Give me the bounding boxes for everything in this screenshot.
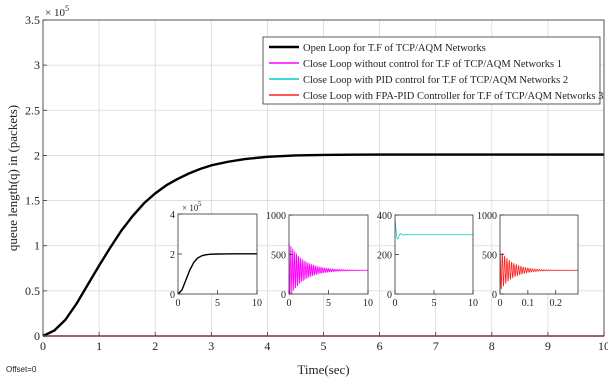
x-tick-label: 0 <box>176 298 181 309</box>
x-tick-label: 5 <box>215 298 220 309</box>
y-tick-label: 3.5 <box>25 13 40 27</box>
legend-box <box>262 36 601 105</box>
plot-area <box>395 215 473 294</box>
y-tick-label: 2.5 <box>25 103 40 117</box>
y-tick-label: 2 <box>170 250 175 261</box>
y-tick-label: 3 <box>34 58 40 72</box>
x-tick-label: 10 <box>468 298 478 309</box>
y-tick-label: 0 <box>170 290 175 301</box>
x-tick-label: 9 <box>545 339 551 353</box>
legend-entry-1: Close Loop without control for T.F of TC… <box>303 59 562 70</box>
x-tick-label: 0 <box>393 298 398 309</box>
y-tick-label: 200 <box>377 251 392 262</box>
x-tick-label: 10 <box>252 298 262 309</box>
plot-area <box>289 215 368 294</box>
legend-entry-2: Close Loop with PID control for T.F of T… <box>303 75 568 86</box>
inset-plot-4: 0 0.1 0.2 0 500 1000 <box>477 211 579 309</box>
x-tick-label: 10 <box>598 339 608 353</box>
x-tick-label: 0 <box>287 298 292 309</box>
y-tick-label: 0 <box>492 290 497 301</box>
x-tick-label: 5 <box>326 298 331 309</box>
x-tick-label: 0 <box>40 339 46 353</box>
y-tick-label: 0 <box>281 290 286 301</box>
inset-plot-3: 0 5 10 0 200 400 <box>377 211 478 309</box>
x-tick-label: 0.2 <box>549 298 562 309</box>
series-line-0 <box>177 253 257 295</box>
series-line-0 <box>42 153 604 338</box>
y-tick-label: 1000 <box>477 211 497 222</box>
x-tick-label: 7 <box>433 339 439 353</box>
y-exponent-label: × 10 <box>182 203 199 213</box>
y-tick-label: 1 <box>34 239 40 253</box>
y-tick-label: 400 <box>377 211 392 222</box>
y-axis-label: queue length(q) in (packets) <box>5 105 20 251</box>
x-tick-label: 0.1 <box>522 298 535 309</box>
legend-entry-0: Open Loop for T.F of TCP/AQM Networks <box>303 43 486 54</box>
x-tick-label: 5 <box>321 339 327 353</box>
y-tick-label: 500 <box>482 251 497 262</box>
x-tick-label: 3 <box>208 339 214 353</box>
x-tick-label: 2 <box>152 339 158 353</box>
y-tick-label: 500 <box>271 251 286 262</box>
x-tick-label: 1 <box>96 339 102 353</box>
legend-entry-3: Close Loop with FPA-PID Controller for T… <box>303 91 603 102</box>
y-exponent-label: × 10 <box>45 7 65 19</box>
y-exponent-power: 5 <box>198 200 202 208</box>
x-tick-label: 8 <box>489 339 495 353</box>
x-tick-label: 6 <box>377 339 383 353</box>
x-axis-label: Time(sec) <box>297 362 349 377</box>
y-tick-label: 4 <box>170 210 175 221</box>
y-tick-label: 1000 <box>266 211 286 222</box>
x-tick-label: 4 <box>264 339 270 353</box>
y-tick-label: 0 <box>34 329 40 343</box>
x-tick-label: 0 <box>498 298 503 309</box>
y-tick-label: 0.5 <box>25 284 40 298</box>
series-line-0 <box>499 249 579 290</box>
inset-plot-2: 0 5 10 0 500 1000 <box>266 211 373 309</box>
series-line-0 <box>394 219 474 240</box>
y-exponent-power: 5 <box>65 4 69 13</box>
plot-area <box>500 215 578 294</box>
y-tick-label: 2 <box>34 148 40 162</box>
offset-label: Offset=0 <box>6 365 37 374</box>
y-tick-label: 1.5 <box>25 194 40 208</box>
legend: Open Loop for T.F of TCP/AQM Networks Clo… <box>262 36 603 105</box>
series-line-0 <box>288 242 369 295</box>
x-tick-label: 10 <box>363 298 373 309</box>
x-tick-label: 5 <box>432 298 437 309</box>
y-tick-label: 0 <box>387 290 392 301</box>
